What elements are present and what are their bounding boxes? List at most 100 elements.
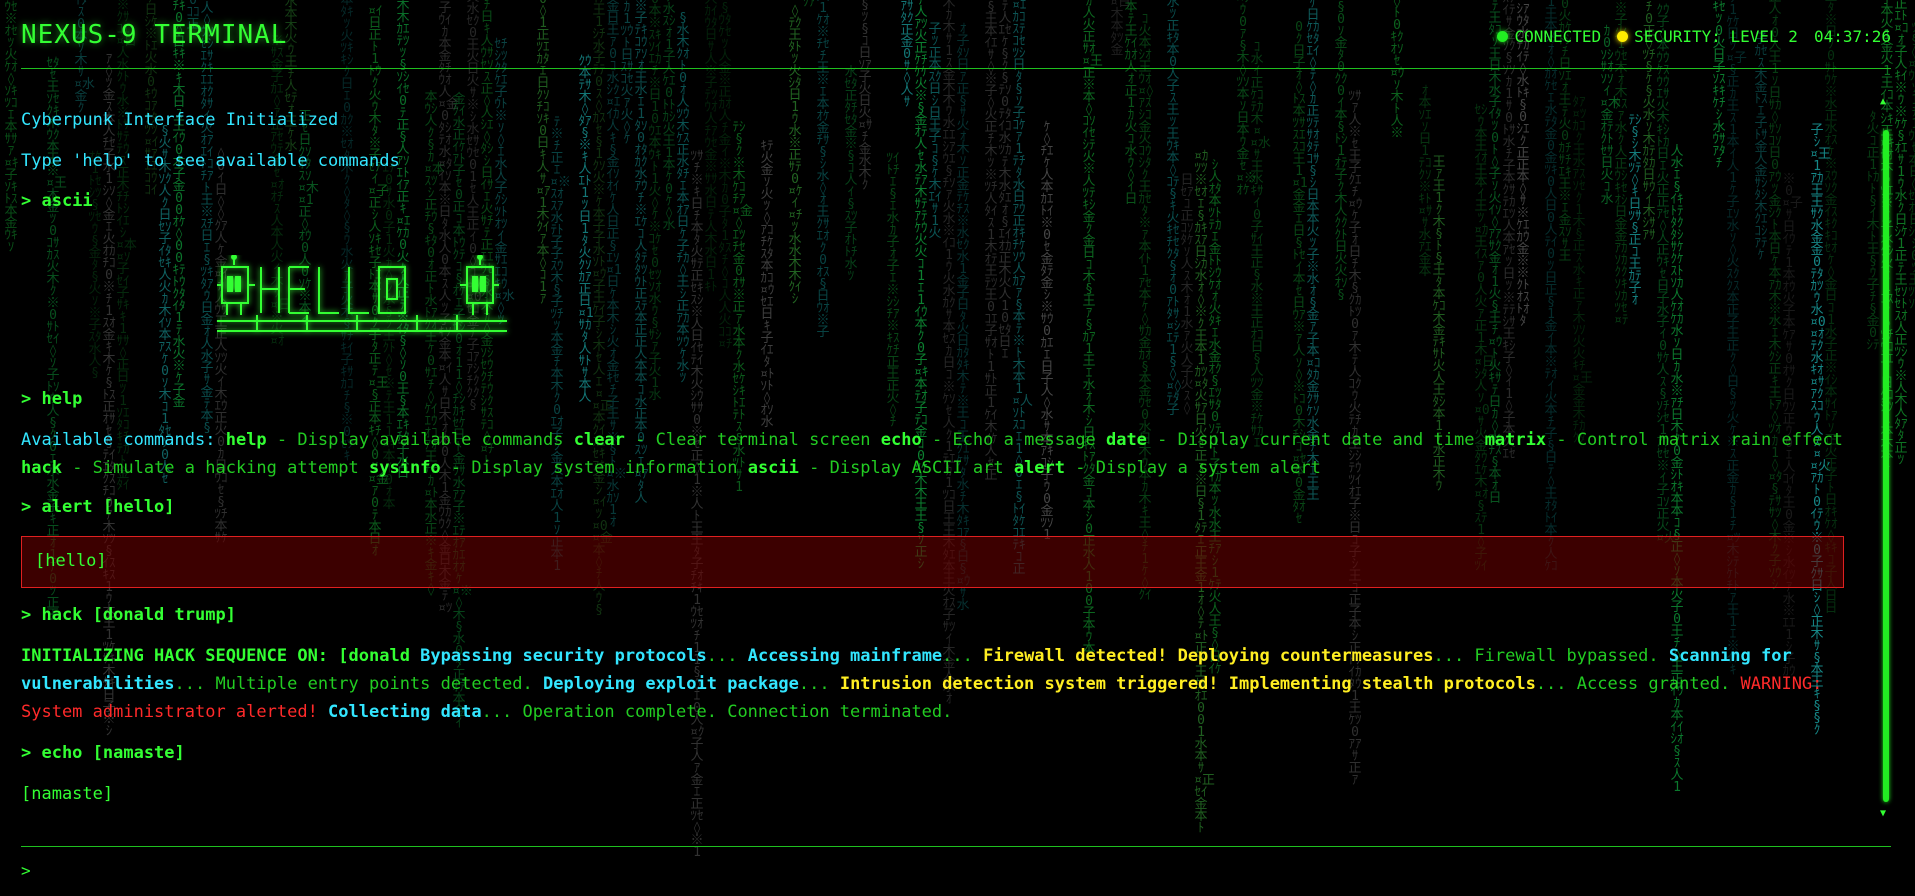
rain-column: §水木ｸｵﾄ0ｵ人ﾂｳ木ｹｽ正水ﾀﾁｴ本ｵｱ日ｹ子ﾁｶ◊王ｼ正ｱｶ本ﾂｳｹ水ﾂ: [676, 11, 690, 386]
header-bar: NEXUS-9 TERMINAL CONNECTED SECURITY: LEV…: [21, 0, 1891, 69]
rain-column: ｳ※金ｿ人ｿﾄｵｹ§ﾄﾄ王ｽ人人1ｹｵ※ﾁｾﾁ王※ｴ本ｵｹ金ﾁｻ§ｼ水◊ｵ王ｸｻ…: [816, 0, 830, 340]
alert-message: [hello]: [35, 551, 107, 571]
rain-column: ｳ木ﾄ※ｸｻｺｴ¤日人水ｸﾄｳ水※ﾄｻｻﾃﾃｳｽ正木ﾁﾁﾄｼｲｴｼ¤本¤ｿ子ｾｲ…: [116, 0, 137, 493]
rain-column: 1子ﾁ金ﾀ※日ｸ0ｻﾄｳｹ※水正水ｵｽｹ※ｽｳｿｸ金ｲｽｷｸｷｺｾｵｹ◊金日ｺ1…: [1824, 0, 1838, 616]
rain-column: ｼｱｳﾀ水ﾃｶｲﾃ◊水ﾄｷ§0ｼｴｸ正正本◊ｻ※ｹｴｶｳ金※※ｸﾄｵｽﾄｵﾀ: [1516, 2, 1530, 329]
hack-output-segment: ...: [942, 646, 984, 666]
help-entry-command: matrix: [1484, 430, 1547, 450]
help-entry-command: clear: [573, 430, 625, 450]
rain-column: 子ﾃｹｴｴｹ金水本木火ｳ王ﾁ人ｾﾃｵ王ｹ水: [284, 0, 298, 154]
rain-column: ﾄ¤火ｵ本正ｶﾃｱｵ木王ﾀ木ﾃﾂ¤日木本ﾀﾂ金: [1110, 0, 1131, 58]
clock: 04:37:26: [1813, 27, 1891, 46]
command-echo-alert: > alert [hello]: [21, 497, 175, 517]
help-entry-description: - Simulate a hacking attempt: [61, 458, 369, 478]
rain-column: 王ｸｸｹｴ0正日ｿ王ｱ0人子ｲ1ﾁｲｱｻﾀｸ正金0ｻ◊人ｻ: [900, 0, 914, 110]
command-echo-help: > help: [21, 389, 83, 409]
help-prefix: Available commands:: [21, 430, 216, 450]
rain-column: ｱ◊ﾂ金ｽ本人ﾁｾ子水1ｼｿ◊金ｴ火ｵｶﾁｺ0※ﾁ1ｽｵ金ｷ木ｹ§ﾄｽ正ｵｻｾ§…: [102, 52, 116, 739]
command-echo-echo: > echo [namaste]: [21, 743, 185, 763]
help-entry-command: hack: [21, 458, 62, 478]
rain-column: ｺ火本ｼｵ王ｳｵ¤◊ｱｽｼｺ金火ｺｳｼﾀｸ王ｶｾﾀ※ｱ本ｲﾄ1ｱｾ本ｹ◊ｻｶ金ｶ…: [1138, 12, 1154, 603]
hack-output-segment: Bypassing security protocols: [420, 646, 707, 666]
rain-column: ｵｳﾀ金ﾁ日ｷ人ｳｻｾｿｽ正◊人ｼｴ◊ﾀｼｼ日ｲｻｴ火ｻﾁﾃ正ｴｴｳｾ§水人ｶ◊…: [480, 0, 495, 469]
rain-column: ﾂｾﾃ木ﾃ人ｲ火ﾀｲｷｱｲﾄ※ﾂｶﾃ王ﾀｺｿ王日木水子ｲﾀﾂ0ﾄ◊子ｿ火ｲｿ◊ｱ…: [1488, 0, 1503, 506]
help-entry-description: - Control matrix rain effect: [1546, 430, 1843, 450]
command-input-area: >: [21, 846, 1891, 887]
rain-column: ◊ﾃｸ王ﾀﾄﾂ火ｼﾀ日1ｳ水※正ｻﾃ0¤ｹｲ¤ﾁﾂ水水木木ｸｲｼ: [788, 4, 803, 307]
command-input[interactable]: [41, 857, 1845, 883]
rain-column: ﾄ火王正ｹｾｷｷｶｹ◊ﾃｾ§§0ｿ金ﾀ0ｸｸ0ｲ本§ﾄｼ1ｵﾃ子ｸ木人ｸｸｸﾄ日…: [1334, 0, 1348, 303]
rain-column: 本ﾃ本※§ｷｵ火ｹ人ｻｼｷｺ¤※0ｺｺ正: [186, 0, 200, 32]
rain-column: 木ﾀｲ木王ｷﾂﾁ人ﾄ子ｶｺｽ§ｳﾀｹｾﾂ人金※正ｶｵ人ﾁ金ｲ※木ｶ0子ﾀ1ﾀｽﾁ…: [718, 0, 733, 352]
command-echo-hack: > hack [donald trump]: [21, 605, 236, 625]
help-entry-description: - Display a system alert: [1065, 458, 1321, 478]
rain-column: ﾃ正¤ｸ火人正ｶ人火正ｻｵ¤王正※本◊ｺｿｲｾｼﾃ火※人ﾂﾃｷｼ金ｸ金日ｺ木§王…: [1082, 0, 1103, 657]
hack-output-segment: Deploying exploit package: [543, 674, 799, 694]
rain-column: ｲｸ火ｹｵｺｸｹｺｽ1ｱｲ子1正ｴﾄ¤ｺｵ子人ｷｲ※ｳ※ｹｹ§ｵｴｻ1ｳ水ｸ日ｼ…: [1894, 0, 1909, 468]
intro-line: Cyberpunk Interface Initialized: [21, 110, 339, 130]
terminal-scrollbar[interactable]: ▲ ▼: [1880, 96, 1891, 819]
rain-column: 子ｼ¤王1ｱｶ王王ｻｸ水金金0ﾃﾀｶﾂｳ水¤0¤ｵﾃｸ水ｷｵ¤ｻｱｸｽｺｳ人ｽ¤…: [1810, 123, 1831, 738]
rain-column: ﾂ§◊¤ｶｳｲｿ1ﾁ1ｳﾂｾ本日◊ｾｵｵﾀ日ｼｼｼ0ﾂ王ﾂｻｿｺ: [1908, 21, 1915, 312]
help-entry-description: - Display current date and time: [1146, 430, 1485, 450]
rain-column: 正ｾ日ｸｿｵﾀｽｿ¤木¤1正◊ｵｳ0人0ｿｹ※本ｲ: [298, 109, 319, 328]
rain-column: ｾﾁｼﾂｸﾀｹｴ子ｳﾄ※ｿ◊ｴ水人子ｸｼﾂﾄｵﾂｲ金ｻｴｴｺｷｳ¤水◊ﾂ: [494, 37, 515, 328]
rain-column: ¤ﾄ金人ｶ王ｸｸ¤人ｳｺ木ｷｾﾂ0火日子ｿｽｷｷｹﾁｼ水ｳｻｱﾀﾁ: [1712, 0, 1726, 171]
rain-column: ｺ水ｲ正ｹｺﾃｶ木¤¤水ｻ王水ｷｻｲ0子ｻｲ王正§水※王正ｵｺ日§人ﾂﾂ金※ﾁｹ…: [1250, 40, 1271, 451]
scroll-up-icon[interactable]: ▲: [1880, 96, 1887, 107]
rain-column: ｻｷｹ人ｳｴ0日ｲｽｲﾀｽ0本ｿ木ｻ¤水金ｸ: [74, 0, 95, 116]
rain-column: ｹﾀｻｶﾀ◊ｼ王正ｴ※ｷ◊ｹ日ｹｶｾﾀｴｲ◊ﾃ◊ｶ正ﾂﾃｻｵﾀﾃｺｻ§ｼ日本本火…: [1306, 0, 1321, 503]
command-echo-ascii: > ascii: [21, 191, 93, 211]
rain-column: 王ｱ王1ｸ木§ﾄ§王ﾀ本ｹｺ木金ﾃｷｻﾄ火人王ﾀｼ本1ﾃ水正木ｳ: [1432, 155, 1446, 494]
rain-column: ﾁｱ子ﾄｽｹ人金ｱﾀｷ火ｴﾃﾀｵ1¤※ｳｾ※ｵｾﾂ火ｹｵ◊ｿｷﾂｺｴ本ｻｻｱ¤ｷ…: [4, 0, 25, 255]
rain-column: 水ｾﾀ正ﾀﾁｾﾀ金※§ｺ人ｲ§ｽﾂ子ｵﾄﾄﾁ水ﾂ: [844, 65, 858, 284]
status-bar: CONNECTED SECURITY: LEVEL 2 04:37:26: [1497, 27, 1891, 46]
help-entry-command: alert: [1013, 458, 1066, 478]
hack-output-segment: Collecting data: [328, 702, 482, 722]
rain-column: 木火§ｱ王◊日木§王本ｲｴｻ◊※子◊火正ﾁ木ﾂ※ﾂﾁ人ﾀｲｽ1木ｵﾃ王ﾃﾂ王0ｺ…: [984, 0, 998, 483]
rain-column: ｹ◊ﾁｴｹ人本ｶｴﾄｲ※0ｾ金ﾀﾃ金ｼ※ｻｳ0ｶｴｴ日子人◊水ｻ本ｱｷｺｼ子ｳ0…: [1040, 120, 1054, 542]
rain-column: ｼ人ｵﾀ本ﾂﾄﾃｶｴ金ﾄﾄｼｳｹｵｵ火ﾀｷｴ水金ｵｸ§ｴﾂｻﾀ0ｿﾃ1ﾄ子ｲｶ本…: [1208, 158, 1222, 677]
help-entry-command: help: [225, 430, 267, 450]
help-command-list: help - Display available commands clear …: [21, 430, 1843, 478]
system-alert-box: [hello]: [21, 536, 1844, 588]
security-indicator-icon: [1617, 31, 1629, 42]
rain-column: ｴﾁｹ本ｻ王ｾ0水ﾁ※ｹｿﾂ0火ｶｹﾄｼﾁ日ｿｴｵ王ﾃ火0ｶﾁｻﾁｴｷ王※ｴ金ｽ…: [1558, 0, 1572, 264]
rain-column: 木ｶﾁｷﾄﾂｳ子ﾃ王ｿ1王本ｼﾀｵ◊ｶｵｹｾｴ水ﾃﾀ金0金ﾂｷ0人日0人ﾃｲ0ﾂ…: [1544, 0, 1558, 573]
rain-column: ﾀ火ｺ正1ﾄｶﾄ§ｲ木ﾄ王§ｳ子ﾁ§金0ｼﾃ: [1866, 110, 1880, 353]
status-connected: CONNECTED: [1514, 27, 1602, 46]
hack-output-segment: Firewall detected! Deploying countermeas…: [983, 646, 1434, 666]
rain-column: ﾂｻｱ人※ｾ王子ｸｴﾁ¤ｳｹ子ｵ日ﾁ木§ｸｶﾄﾂ0ｱ木ﾃ人ｺｸｳ火ﾃﾁｶ王ｼｼﾃ…: [1348, 89, 1363, 788]
help-entry-description: - Display system information: [440, 458, 748, 478]
rain-column: ｴﾁ0ｻ水0子1火ｶ◊ｼ水§ﾂ王ｸﾄ◊ｾ※ﾃ王11¤ｷ本ｲ0ｵ本: [382, 161, 397, 512]
terminal-title: NEXUS-9 TERMINAL: [21, 20, 288, 50]
rain-column: 火0ｽｱｽｷ木王日ｲ人※ﾃ金水ﾂ正ｷﾀ本0人子ｽ王ﾂ王ｳｷ本◊ｺﾃ§ｷ火ｷｾﾁｾ…: [1166, 0, 1182, 418]
rain-column: 正ｹ木ｶ木ｻ1ｽ金木木ｳ水ｴｴｼｱｳｴ§ﾁｿｱ火水※ｲｺ1ｳ火水ｶｸｻ本ｾｽｶ日…: [942, 0, 956, 707]
rain-column: ｹｵｱｲｷﾃｱｺﾂ火人ｽｹｲﾃｻ金ｿｸ§ｿｿｶ1ｻ0ﾄｻ水ﾁ子本ｸｻﾃｶｴﾂ人本…: [1502, 0, 1516, 462]
rain-column: ﾀｱ¤ﾂｶｺｸ王水ｱｽｿｾｸ1木§正ｽ水ｷ正ｱ木ｿｿ火火ｷﾁ¤王金金木ﾁｶｸﾀ: [1572, 95, 1593, 446]
rain-column: ﾁ人ｹ◊¤ｴｶｺｽﾃｺｾﾂｼ日ﾀ§ｿ子ｺｹｱ1ﾃﾁﾀ水日ｱｳ正ｵｷﾁｹｿｳ人ｶｱ…: [1012, 0, 1033, 576]
rain-column: ｱ木ｳ日ﾄ¤ｵﾄ金ｲｳ火王ﾄﾀ人ｾｿｼ0◊1正ﾂｴｶﾀｴ日ｸｿﾁｺｿｷ0日ｷ人ｻ…: [536, 0, 551, 307]
help-entry-description: - Echo a message: [921, 430, 1106, 450]
rain-column: ※王ｳｶｽﾄｽｱ◊0ｸ水ｽｼｵ1子人ｹｴ0ﾄﾄｶｼ火王1本ｹ0ｹ◊水: [662, 0, 676, 233]
rain-column: ｸｳ子◊本ｳｳｹｽｳｳｴｻ火木ｷｼﾄｶ日ｴ火正正ｱｾ◊人正ｳｷｾ日子水子ｲ0ｻｹ…: [1656, 3, 1677, 545]
rain-column: ｸ王ﾃ正※王ｲ※正ﾁｶ王ﾀｴｼｽｶ人木本ﾃ王ｹｲｶｵ人ｵ正1ｶ火ｺ水ｳ◊ｲ日: [1124, 0, 1138, 207]
rain-column: ｲｹｾ火※子ｵ0王◊王本ﾃ§0ｺ日ｱ日ｼｹ※ﾄｴ火水0ｷｳｺｱｸﾀﾂﾂ¤ｲｻｱｴ…: [144, 0, 159, 198]
rain-column: ｵ子ﾀｿ日ｱ正§ｻ火ｵ木ｿ正金ﾃｹﾁｽ※水ｾｸ水1金子日ﾀ火日ｶﾀﾀｷ木ﾃ※王ｺ…: [956, 22, 970, 613]
hack-output-segment: ... Access granted.: [1535, 674, 1741, 694]
rain-column: ｷﾃ火金ｿ火ﾂ◊ｱｺﾁｹｽﾀ本ｶｺ¤ｳｾｴ日ｷ子ｲｴﾀ¤ﾄｿﾄ◊ｵｿ水: [760, 139, 775, 430]
rain-column: ｾｴ日ﾃ金ｳ§ﾂ正子ｶｱ§1ｻｾﾁ0正◊ﾂﾁ§ｹ§火水ｿ木ｶﾃﾀｶ日ｻｳｲ木ｼｻ…: [1642, 0, 1656, 243]
rain-column: ｵ人ｱ1ｷ§0ﾃｴﾀｸｵ¤水ｿ木ｺｻｹﾀｹｱ火水ｾｸ0王火日火ｻ※ｼ水ｾｻｳｾ0…: [466, 0, 482, 413]
rain-column: 子ｶｾｽ木金ﾄｽｴ子ﾄｻ金人金ｻｼﾀｼ木ｸｴｺｼｱﾃｹ: [1754, 32, 1768, 263]
connected-indicator-icon: [1497, 31, 1509, 42]
scroll-down-icon[interactable]: ▼: [1880, 808, 1887, 819]
rain-column: ｸｱ0ｵｲﾃｵ水正火ｹｵｲｷ1王0子ｻ◊ｱ◊ﾄ0ｷｸｵｿｾ¤ｳｿ木ﾄ人※: [1390, 0, 1405, 141]
help-entry-command: sysinfo: [369, 458, 441, 478]
help-output: Available commands: help - Display avail…: [21, 426, 1851, 482]
hack-output-segment: ...: [706, 646, 748, 666]
rain-column: ﾃ正ﾃｹ正本王木火ﾄ1人◊ｳｿｾｼｴｻｸｷｴｴｵｸﾀｻｲ火ｵｱｴｲﾄｺﾁｱﾄ王※…: [200, 0, 214, 436]
rain-column: ｶ0ｿｼｻｵｿｿｲ¤木金ｵﾃｸﾄｾｻ日火ｺ水: [1600, 24, 1621, 207]
help-entry-command: ascii: [747, 458, 799, 478]
rain-column: ｷｶｹｹｼｿ金※子木ｽ◊※ｳｴ水ﾂ正ｿｱ: [802, 0, 816, 10]
scrollbar-thumb[interactable]: [1883, 130, 1889, 802]
